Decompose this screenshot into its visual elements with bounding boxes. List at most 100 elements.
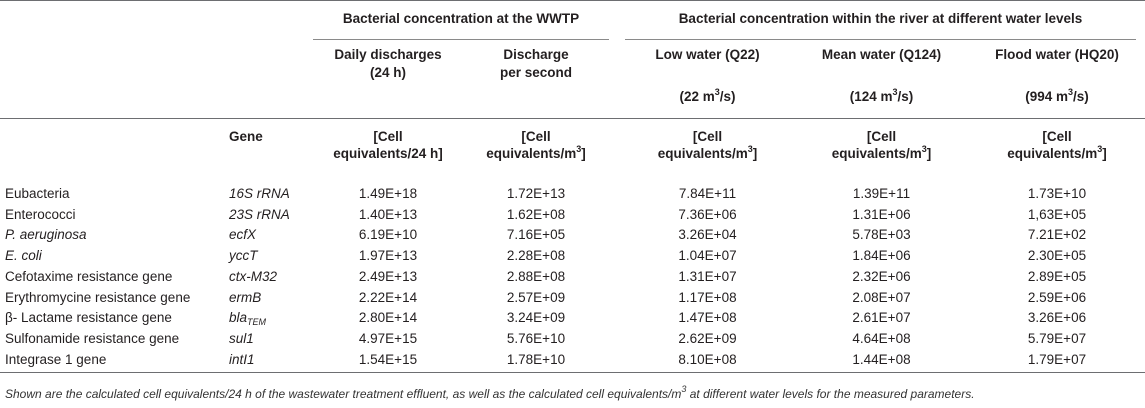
- col-header-daily-line1: Daily discharges: [334, 47, 442, 62]
- cell-flood: 2.59E+06: [1027, 290, 1087, 305]
- col-header-persec: Discharge per second: [463, 47, 609, 80]
- unit-low-line2: equivalents/m3]: [657, 144, 758, 162]
- cell-mean: 2.32E+06: [852, 269, 911, 284]
- cell-low: 8.10E+08: [678, 352, 737, 367]
- row-gene: blaTEM: [229, 310, 267, 327]
- cell-daily: 4.97E+15: [358, 331, 418, 346]
- cell-low: 2.62E+09: [678, 331, 737, 346]
- row-organism: P. aeruginosa: [5, 227, 87, 242]
- cell-daily: 1.40E+13: [358, 207, 418, 222]
- river-group-rule: [625, 39, 1136, 40]
- cell-persec: 1.62E+08: [506, 207, 566, 222]
- wwtp-group-rule: [313, 39, 609, 40]
- row-organism: β- Lactame resistance gene: [5, 310, 172, 325]
- table-top-rule: [0, 0, 1145, 1]
- cell-mean: 5.78E+03: [852, 227, 911, 242]
- cell-persec: 1.72E+13: [506, 186, 566, 201]
- row-gene: 23S rRNA: [229, 207, 290, 222]
- cell-persec: 2.28E+08: [506, 248, 566, 263]
- flow-flood: (994 m3/s): [1025, 87, 1089, 105]
- header-bottom-rule: [0, 118, 1145, 119]
- cell-flood: 1,63E+05: [1027, 207, 1087, 222]
- cell-mean: 2.61E+07: [852, 310, 911, 325]
- row-gene: yccT: [229, 248, 258, 263]
- row-organism: Cefotaxime resistance gene: [5, 269, 173, 284]
- group-header-river: Bacterial concentration within the river…: [678, 11, 1083, 26]
- unit-low-line1: [Cell: [692, 129, 723, 144]
- cell-daily: 2.80E+14: [358, 310, 418, 325]
- cell-low: 3.26E+04: [678, 227, 737, 242]
- row-organism: E. coli: [5, 248, 42, 263]
- unit-mean-line1: [Cell: [866, 129, 897, 144]
- unit-daily: [Cell equivalents/24 h]: [313, 129, 463, 161]
- table-footnote: Shown are the calculated cell equivalent…: [5, 384, 975, 402]
- cell-persec: 1.78E+10: [506, 352, 566, 367]
- cell-persec: 3.24E+09: [506, 310, 566, 325]
- cell-low: 1.04E+07: [678, 248, 737, 263]
- cell-daily: 1.49E+18: [358, 186, 418, 201]
- col-header-gene: Gene: [229, 129, 263, 144]
- cell-low: 1.47E+08: [678, 310, 737, 325]
- unit-low: [Cell equivalents/m3]: [625, 129, 790, 161]
- cell-flood: 2.89E+05: [1027, 269, 1087, 284]
- cell-low: 7.36E+06: [678, 207, 737, 222]
- cell-low: 1.31E+07: [678, 269, 737, 284]
- cell-low: 1.17E+08: [678, 290, 737, 305]
- row-organism: Enterococci: [5, 207, 76, 222]
- cell-mean: 2.08E+07: [852, 290, 911, 305]
- cell-persec: 2.88E+08: [506, 269, 566, 284]
- unit-mean-line2: equivalents/m3]: [831, 144, 932, 162]
- cell-flood: 1.73E+10: [1027, 186, 1087, 201]
- row-gene: ecfX: [229, 227, 257, 242]
- cell-persec: 2.57E+09: [506, 290, 566, 305]
- row-organism: Sulfonamide resistance gene: [5, 331, 180, 346]
- row-gene: sul1: [229, 331, 254, 346]
- row-gene: intI1: [229, 352, 255, 367]
- col-header-daily: Daily discharges (24 h): [313, 47, 463, 80]
- table-bottom-rule: [0, 372, 1145, 373]
- unit-persec-line2: equivalents/m3]: [486, 144, 586, 162]
- cell-mean: 1.31E+06: [852, 207, 911, 222]
- cell-mean: 4.64E+08: [852, 331, 911, 346]
- col-header-daily-line2: (24 h): [369, 65, 406, 80]
- col-header-persec-line2: per second: [499, 65, 573, 80]
- cell-daily: 1.97E+13: [358, 248, 418, 263]
- unit-daily-line2: equivalents/24 h]: [333, 146, 443, 161]
- cell-daily: 1.54E+15: [358, 352, 418, 367]
- cell-flood: 2.30E+05: [1027, 248, 1087, 263]
- row-organism: Erythromycine resistance gene: [5, 290, 191, 305]
- col-header-low: Low water (Q22): [655, 47, 760, 62]
- row-gene: 16S rRNA: [229, 186, 290, 201]
- cell-flood: 1.79E+07: [1027, 352, 1087, 367]
- unit-flood-line2: equivalents/m3]: [1007, 144, 1107, 162]
- cell-mean: 1.44E+08: [852, 352, 911, 367]
- cell-daily: 2.22E+14: [358, 290, 418, 305]
- cell-persec: 5.76E+10: [506, 331, 566, 346]
- unit-persec-line1: [Cell: [521, 129, 551, 144]
- cell-daily: 6.19E+10: [358, 227, 418, 242]
- unit-flood-line1: [Cell: [1042, 129, 1072, 144]
- unit-persec: [Cell equivalents/m3]: [463, 129, 609, 161]
- cell-flood: 7.21E+02: [1027, 227, 1087, 242]
- flow-low: (22 m3/s): [679, 87, 736, 105]
- unit-daily-line1: [Cell: [373, 129, 403, 144]
- row-organism: Integrase 1 gene: [5, 352, 107, 367]
- cell-flood: 5.79E+07: [1027, 331, 1087, 346]
- col-header-flood: Flood water (HQ20): [995, 47, 1119, 62]
- cell-persec: 7.16E+05: [506, 227, 566, 242]
- row-gene: ermB: [229, 290, 262, 305]
- cell-mean: 1.84E+06: [852, 248, 911, 263]
- row-organism: Eubacteria: [5, 186, 70, 201]
- cell-low: 7.84E+11: [678, 186, 737, 201]
- row-gene: ctx-M32: [229, 269, 278, 284]
- group-header-wwtp: Bacterial concentration at the WWTP: [342, 11, 580, 26]
- cell-daily: 2.49E+13: [358, 269, 418, 284]
- col-header-mean: Mean water (Q124): [821, 47, 942, 62]
- cell-mean: 1.39E+11: [852, 186, 911, 201]
- cell-flood: 3.26E+06: [1027, 310, 1087, 325]
- col-header-persec-line1: Discharge: [503, 47, 569, 62]
- unit-flood: [Cell equivalents/m3]: [973, 129, 1141, 161]
- unit-mean: [Cell equivalents/m3]: [790, 129, 973, 161]
- flow-mean: (124 m3/s): [849, 87, 914, 105]
